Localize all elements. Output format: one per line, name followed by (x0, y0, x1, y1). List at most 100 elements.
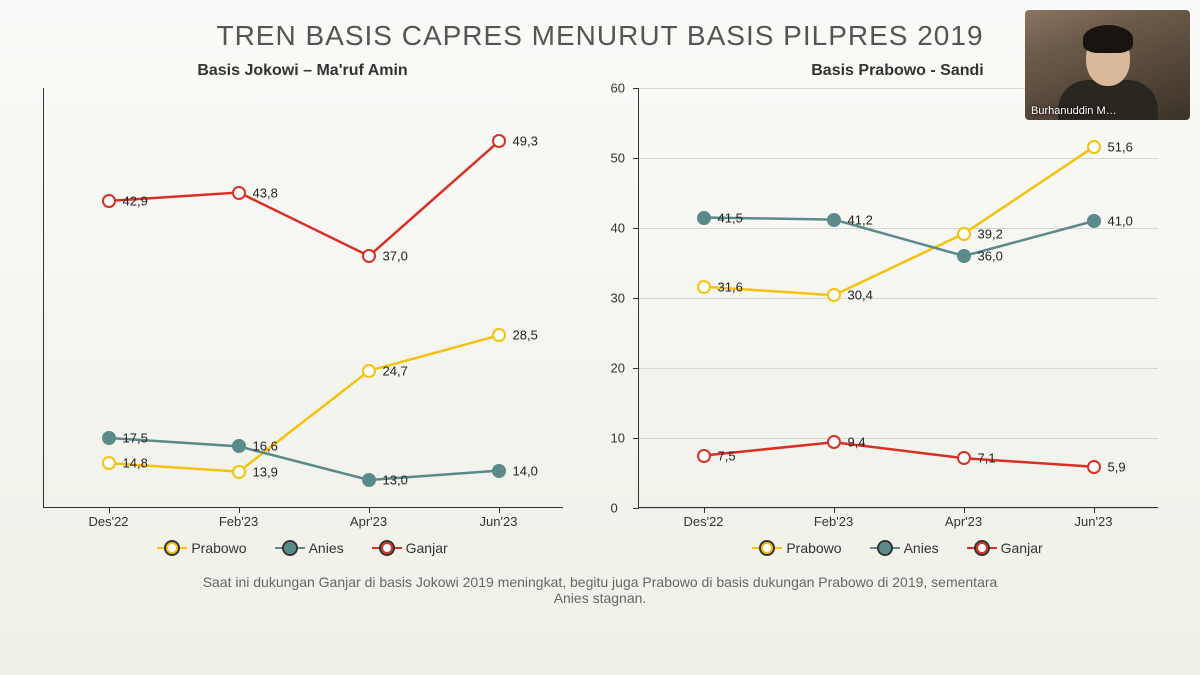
ytick-label: 20 (611, 361, 625, 376)
legend-label: Anies (904, 540, 939, 556)
chart-right-subtitle: Basis Prabowo - Sandi (811, 62, 983, 80)
speaker-hair-shape (1083, 25, 1133, 53)
data-marker (492, 134, 506, 148)
plot-right: 0102030405060Des'22Feb'23Apr'23Jun'2331,… (638, 88, 1158, 508)
legend-item: Ganjar (372, 540, 448, 556)
data-marker (1087, 214, 1101, 228)
data-marker (1087, 460, 1101, 474)
data-label: 16,6 (253, 439, 278, 454)
data-label: 37,0 (383, 249, 408, 264)
legend-marker-icon (976, 542, 988, 554)
legend-marker-icon (381, 542, 393, 554)
data-marker (102, 456, 116, 470)
data-label: 43,8 (253, 185, 278, 200)
legend-marker-icon (761, 542, 773, 554)
legend-item: Prabowo (752, 540, 841, 556)
ytick-label: 60 (611, 81, 625, 96)
data-label: 30,4 (848, 288, 873, 303)
data-label: 49,3 (513, 134, 538, 149)
xtick-label: Apr'23 (945, 514, 982, 529)
data-label: 14,0 (513, 463, 538, 478)
data-marker (697, 280, 711, 294)
data-marker (102, 431, 116, 445)
charts-row: Basis Jokowi – Ma'ruf Amin Des'22Feb'23A… (0, 52, 1200, 556)
data-marker (232, 186, 246, 200)
legend-marker-icon (166, 542, 178, 554)
data-label: 14,8 (123, 456, 148, 471)
legend-item: Anies (870, 540, 939, 556)
data-marker (957, 227, 971, 241)
speaker-video-thumb: Burhanuddin M… (1025, 10, 1190, 120)
data-marker (827, 288, 841, 302)
data-marker (232, 439, 246, 453)
data-marker (697, 211, 711, 225)
xtick-label: Feb'23 (219, 514, 258, 529)
speaker-name-label: Burhanuddin M… (1031, 105, 1117, 117)
ytick-label: 40 (611, 221, 625, 236)
data-label: 28,5 (513, 328, 538, 343)
legend-marker-icon (879, 542, 891, 554)
xtick-label: Jun'23 (480, 514, 518, 529)
chart-lines (639, 88, 1159, 508)
xtick-label: Apr'23 (350, 514, 387, 529)
legend-swatch (870, 547, 900, 549)
series-line (704, 442, 1094, 467)
data-marker (827, 213, 841, 227)
series-line (109, 141, 499, 256)
data-marker (492, 328, 506, 342)
legend-left: Prabowo Anies Ganjar (157, 540, 447, 556)
legend-label: Ganjar (406, 540, 448, 556)
xtick-label: Feb'23 (814, 514, 853, 529)
gridline (639, 508, 1158, 509)
data-label: 13,0 (383, 473, 408, 488)
caption-line1: Saat ini dukungan Ganjar di basis Jokowi… (203, 574, 998, 590)
data-label: 24,7 (383, 363, 408, 378)
chart-left: Basis Jokowi – Ma'ruf Amin Des'22Feb'23A… (20, 62, 585, 556)
xtick-label: Des'22 (88, 514, 128, 529)
data-marker (232, 465, 246, 479)
data-marker (492, 464, 506, 478)
plot-left: Des'22Feb'23Apr'23Jun'2342,943,837,049,3… (43, 88, 563, 508)
legend-label: Ganjar (1001, 540, 1043, 556)
data-marker (362, 249, 376, 263)
legend-label: Anies (309, 540, 344, 556)
series-line (704, 147, 1094, 295)
legend-swatch (157, 547, 187, 549)
chart-right: Basis Prabowo - Sandi 0102030405060Des'2… (615, 62, 1180, 556)
legend-item: Prabowo (157, 540, 246, 556)
main-title: TREN BASIS CAPRES MENURUT BASIS PILPRES … (0, 0, 1200, 52)
data-label: 42,9 (123, 193, 148, 208)
data-marker (362, 473, 376, 487)
xtick-label: Jun'23 (1075, 514, 1113, 529)
legend-swatch (752, 547, 782, 549)
data-label: 41,0 (1108, 214, 1133, 229)
xtick-label: Des'22 (683, 514, 723, 529)
ytick-label: 50 (611, 151, 625, 166)
legend-label: Prabowo (786, 540, 841, 556)
data-label: 7,1 (978, 451, 996, 466)
legend-right: Prabowo Anies Ganjar (752, 540, 1042, 556)
chart-lines (44, 88, 564, 508)
data-label: 41,2 (848, 212, 873, 227)
data-label: 41,5 (718, 210, 743, 225)
data-marker (1087, 140, 1101, 154)
data-marker (957, 249, 971, 263)
data-label: 31,6 (718, 279, 743, 294)
data-marker (697, 449, 711, 463)
ytick-label: 10 (611, 431, 625, 446)
series-line (704, 218, 1094, 257)
data-label: 17,5 (123, 431, 148, 446)
data-marker (102, 194, 116, 208)
data-label: 7,5 (718, 448, 736, 463)
legend-item: Anies (275, 540, 344, 556)
data-marker (362, 364, 376, 378)
series-line (109, 335, 499, 471)
data-label: 5,9 (1108, 459, 1126, 474)
caption: Saat ini dukungan Ganjar di basis Jokowi… (0, 574, 1200, 606)
legend-marker-icon (284, 542, 296, 554)
legend-swatch (967, 547, 997, 549)
data-label: 9,4 (848, 435, 866, 450)
data-label: 51,6 (1108, 139, 1133, 154)
ytick-label: 30 (611, 291, 625, 306)
caption-line2: Anies stagnan. (554, 590, 647, 606)
